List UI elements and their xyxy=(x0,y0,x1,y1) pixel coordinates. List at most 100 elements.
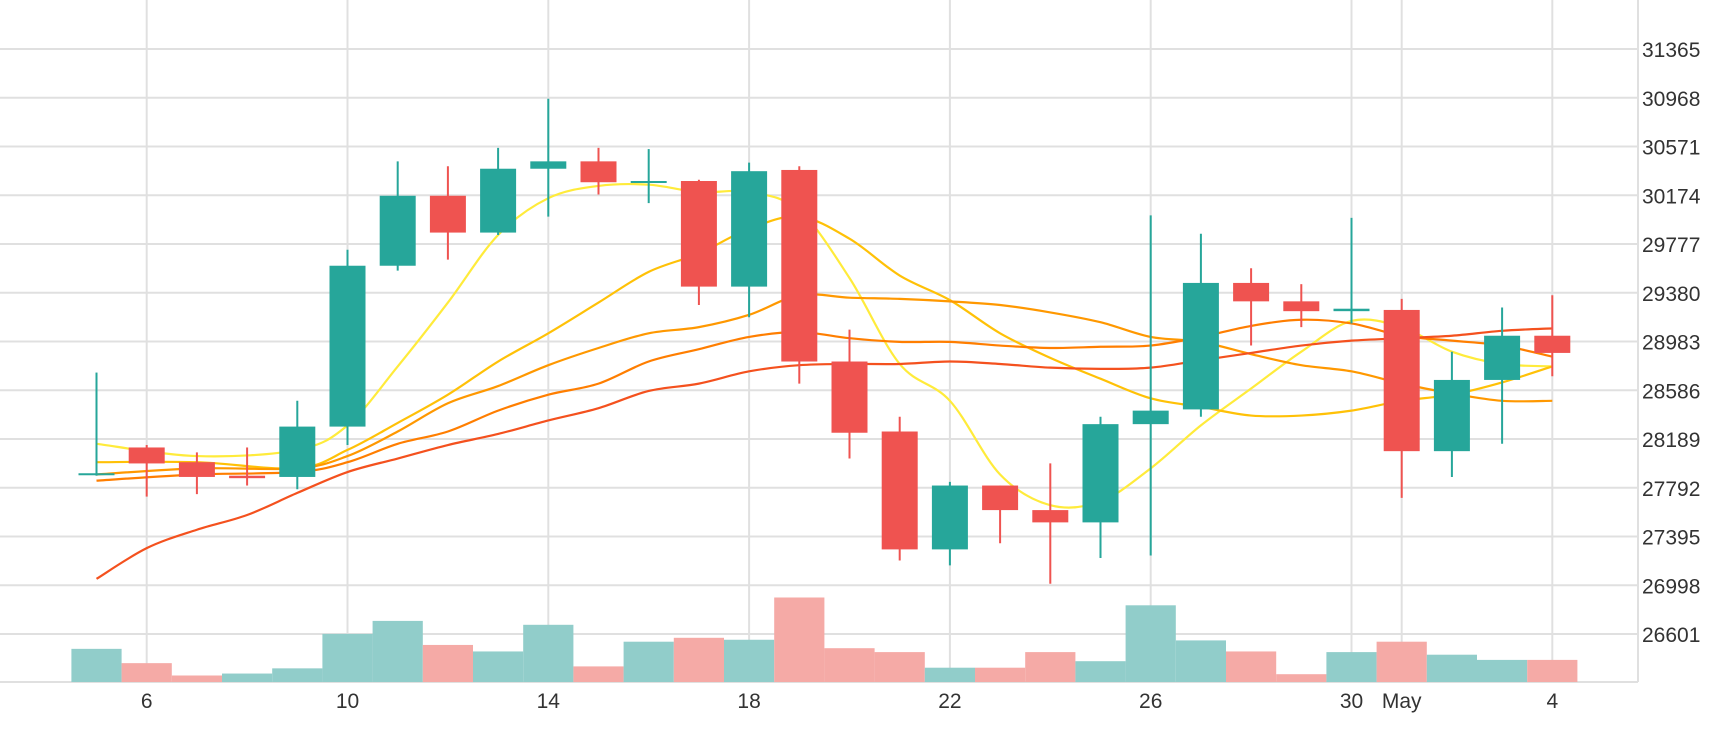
volume-bar xyxy=(824,648,875,682)
y-tick-label: 28189 xyxy=(1642,429,1700,452)
candle-body xyxy=(530,161,567,169)
candle-body xyxy=(1484,335,1521,380)
candle xyxy=(680,179,717,306)
volume-bar xyxy=(975,667,1026,682)
candle xyxy=(630,149,667,204)
volume-bar xyxy=(473,651,524,682)
candle xyxy=(580,147,617,195)
volume-bar xyxy=(1326,652,1377,682)
y-tick-label: 28586 xyxy=(1642,380,1700,403)
candle xyxy=(731,162,768,318)
volume-bar xyxy=(272,668,323,682)
volume-bar xyxy=(1125,605,1176,682)
volume-layer xyxy=(71,597,1578,682)
candle-body xyxy=(831,361,868,433)
volume-bar xyxy=(924,667,975,682)
candle xyxy=(931,481,968,566)
axis-layer: 31365 30968 30571 30174 29777 29380 28983 28586… xyxy=(141,39,1701,713)
volume-bar xyxy=(1226,651,1277,682)
volume-bar xyxy=(171,675,222,682)
candle-body xyxy=(1132,410,1169,425)
y-tick-label: 29777 xyxy=(1642,234,1700,257)
candle-body xyxy=(329,265,366,427)
volume-bar xyxy=(71,648,122,682)
y-tick-label: 27395 xyxy=(1642,527,1700,550)
volume-bar xyxy=(1025,652,1076,682)
candle xyxy=(329,249,366,446)
candle xyxy=(480,147,517,236)
candle xyxy=(1333,217,1370,324)
y-tick-label: 27792 xyxy=(1642,478,1700,501)
candle xyxy=(1182,233,1219,417)
candle-body xyxy=(1283,301,1320,312)
volume-bar xyxy=(1477,659,1528,682)
candle xyxy=(1283,284,1320,328)
candle xyxy=(379,161,416,271)
candle-body xyxy=(1383,309,1420,452)
x-tick-label: 10 xyxy=(336,690,359,713)
candle xyxy=(1082,416,1119,558)
volume-bar xyxy=(1276,674,1327,682)
candle xyxy=(1233,268,1270,346)
candle xyxy=(1534,295,1571,377)
candle xyxy=(229,447,266,486)
volume-bar xyxy=(1175,640,1226,682)
candle-body xyxy=(680,181,717,287)
moving-average-line xyxy=(95,327,1553,580)
y-tick-label: 31365 xyxy=(1642,39,1700,62)
x-tick-label: 6 xyxy=(141,690,153,713)
candle xyxy=(881,416,918,561)
y-tick-label: 26998 xyxy=(1642,575,1700,598)
candle-body xyxy=(1182,282,1219,410)
candle xyxy=(1433,351,1470,477)
volume-bar xyxy=(774,597,825,682)
y-tick-label: 30571 xyxy=(1642,137,1700,160)
volume-bar xyxy=(673,637,724,682)
y-tick-label: 28983 xyxy=(1642,332,1700,355)
x-tick-label: 30 xyxy=(1340,690,1363,713)
moving-average-line xyxy=(96,318,1553,482)
moving-average-layer xyxy=(95,182,1553,580)
candle xyxy=(128,445,165,497)
y-tick-label: 26601 xyxy=(1642,624,1700,647)
candle xyxy=(78,372,115,476)
candle xyxy=(831,329,868,459)
candle xyxy=(429,166,466,260)
candle xyxy=(1484,307,1521,444)
volume-bar xyxy=(1527,659,1578,682)
candle xyxy=(1132,215,1169,556)
volume-bar xyxy=(422,644,473,682)
candle-body xyxy=(781,169,818,362)
candle xyxy=(279,400,316,490)
volume-bar xyxy=(874,652,925,682)
candle-body xyxy=(279,426,316,477)
candle xyxy=(982,485,1019,544)
candle-body xyxy=(580,161,617,183)
moving-average-line xyxy=(96,293,1553,476)
candle-body xyxy=(229,475,266,479)
candle-body xyxy=(1032,510,1069,523)
volume-bar xyxy=(623,641,674,682)
candle xyxy=(1032,463,1069,584)
volume-bar xyxy=(1426,654,1477,682)
x-tick-label: 18 xyxy=(737,690,760,713)
candle-body xyxy=(1082,424,1119,523)
y-tick-label: 30174 xyxy=(1642,185,1701,208)
volume-bar xyxy=(724,639,775,682)
y-tick-label: 29380 xyxy=(1642,283,1700,306)
moving-average-line xyxy=(96,182,1553,509)
x-tick-label: May xyxy=(1382,690,1422,713)
candle-body xyxy=(480,168,517,233)
candle-body xyxy=(1433,379,1470,452)
candle-body xyxy=(178,462,215,477)
volume-bar xyxy=(322,633,373,682)
volume-bar xyxy=(573,666,624,682)
candle xyxy=(1383,298,1420,498)
candle xyxy=(781,166,818,384)
candle xyxy=(178,452,215,495)
x-tick-label: 14 xyxy=(537,690,561,713)
candle-body xyxy=(630,181,667,184)
candle-body xyxy=(379,195,416,266)
